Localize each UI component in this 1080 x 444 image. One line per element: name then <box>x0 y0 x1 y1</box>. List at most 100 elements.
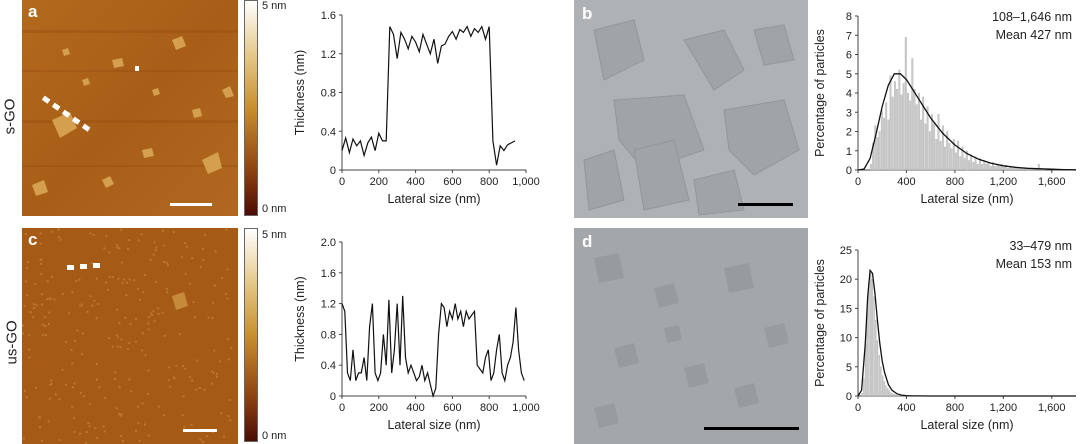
afm-grain <box>48 297 51 300</box>
afm-grain <box>150 312 153 315</box>
histogram-bar <box>893 81 896 171</box>
afm-grain <box>121 281 124 284</box>
afm-grain <box>220 412 223 415</box>
histogram-bar <box>883 381 885 397</box>
tem-image-bottom: d <box>574 228 808 444</box>
size-histogram-chart-bottom: 0 400 800 1,200 1,600 0 5 10 15 20 25 Lateral size … <box>813 245 1076 432</box>
colorbar-bottom-min-label: 0 nm <box>262 430 287 442</box>
y-tick-label: 1.2 <box>321 49 336 61</box>
panel-letter-a: a <box>28 2 38 21</box>
x-tick-label: 400 <box>897 176 915 188</box>
afm-grain <box>88 425 91 428</box>
afm-grain <box>136 287 139 290</box>
afm-grain <box>89 232 92 235</box>
histogram-bar <box>1005 165 1008 171</box>
afm-grain <box>22 324 24 327</box>
afm-grain <box>196 359 199 362</box>
histogram-bar <box>989 166 992 171</box>
afm-grain <box>27 261 30 264</box>
afm-grain <box>95 317 98 320</box>
histogram-bar <box>985 164 988 171</box>
afm-grain <box>211 370 213 373</box>
panel-letter-b: b <box>582 4 593 23</box>
afm-texture-bottom <box>22 228 238 444</box>
colorbar-top <box>244 0 258 216</box>
afm-grain <box>191 257 194 260</box>
histogram-bar <box>939 140 942 171</box>
afm-grain <box>157 405 160 408</box>
y-tick-label: 20 <box>840 274 852 286</box>
afm-grain <box>140 233 143 236</box>
afm-grain <box>155 246 158 249</box>
lognormal-fit-curve <box>857 268 1076 397</box>
y-tick-label: 0.8 <box>321 329 336 341</box>
afm-grain <box>136 405 139 408</box>
afm-grain <box>115 334 118 337</box>
afm-grain <box>68 312 70 315</box>
histogram-bar <box>965 150 968 171</box>
y-tick-label: 1 <box>846 146 852 158</box>
afm-grain <box>214 250 217 253</box>
afm-grain <box>71 362 74 365</box>
afm-grain <box>198 387 201 389</box>
y-tick-label: 0 <box>846 391 852 403</box>
histogram-bar <box>909 100 912 171</box>
y-tick-label: 0.8 <box>321 88 336 100</box>
histogram-bar <box>922 96 925 171</box>
histogram-bar <box>896 88 899 171</box>
afm-grain <box>40 258 43 261</box>
histogram-bar <box>963 158 966 171</box>
afm-grain <box>92 233 95 236</box>
histogram-bar <box>911 58 914 171</box>
afm-grain <box>189 282 192 285</box>
afm-grain <box>153 241 156 244</box>
afm-grain <box>59 238 62 241</box>
tem-image-top: b <box>574 0 808 218</box>
afm-grain <box>25 396 28 399</box>
afm-grain <box>116 244 119 247</box>
afm-grain <box>127 239 130 242</box>
afm-grain <box>46 298 49 301</box>
y-axis-label: Percentage of particles <box>813 29 827 157</box>
afm-grain <box>43 316 46 319</box>
afm-grain <box>102 425 105 428</box>
afm-grain <box>91 304 94 307</box>
afm-grain <box>141 332 144 335</box>
histogram-bar <box>895 394 897 397</box>
afm-grain <box>204 234 207 237</box>
size-histogram-chart-top: 0 400 800 1,200 1,600 0 1 2 3 4 5 6 7 8 Lateral size (… <box>813 11 1077 206</box>
y-tick-label: 0 <box>330 165 336 177</box>
thickness-profile-chart-bottom: 0 200 400 600 800 1,000 0 0.4 0.8 1.2 1.6 2.0 Latera… <box>293 237 540 432</box>
afm-grain <box>28 348 31 351</box>
afm-grain <box>166 291 169 294</box>
y-tick-label: 2 <box>846 127 852 139</box>
afm-grain <box>226 297 229 300</box>
afm-grain <box>154 249 157 252</box>
histogram-bar <box>928 131 931 171</box>
afm-grain <box>73 417 76 420</box>
stats-mean-bottom: Mean 153 nm <box>995 257 1072 271</box>
x-tick-label: 1,200 <box>990 402 1018 414</box>
histogram-bar <box>933 123 936 171</box>
afm-grain <box>215 375 218 378</box>
afm-grain <box>115 407 118 410</box>
afm-grain <box>89 295 92 298</box>
afm-grain <box>54 393 57 396</box>
afm-grain <box>165 288 168 291</box>
afm-grain <box>85 441 87 444</box>
histogram-bar <box>878 131 881 171</box>
y-tick-label: 15 <box>840 303 852 315</box>
histogram-bar <box>876 137 879 171</box>
y-tick-label: 4 <box>846 88 852 100</box>
y-tick-label: 6 <box>846 50 852 62</box>
afm-grain <box>218 360 221 363</box>
afm-grain <box>41 303 44 306</box>
afm-grain <box>97 302 100 305</box>
afm-grain <box>147 369 150 372</box>
afm-grain <box>184 242 186 245</box>
afm-grain <box>223 435 225 438</box>
afm-grain <box>71 386 74 389</box>
x-tick-label: 0 <box>855 176 861 188</box>
afm-grain <box>152 310 155 313</box>
afm-grain <box>118 247 121 250</box>
